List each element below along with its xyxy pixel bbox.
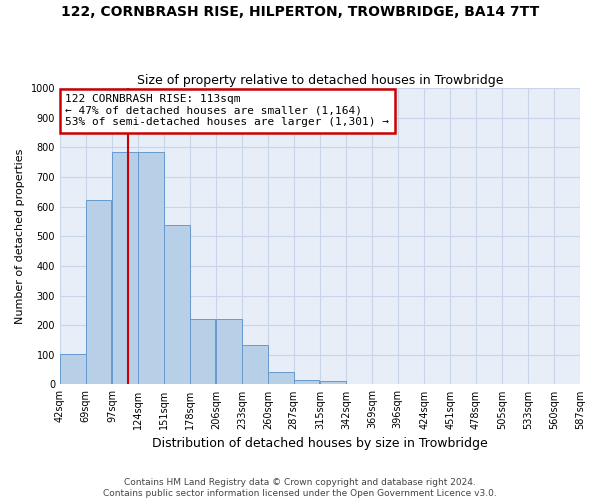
- Bar: [294, 380, 319, 384]
- Bar: [190, 320, 215, 384]
- Bar: [217, 320, 242, 384]
- Bar: [164, 225, 190, 384]
- Bar: [86, 200, 112, 384]
- Text: Contains HM Land Registry data © Crown copyright and database right 2024.
Contai: Contains HM Land Registry data © Crown c…: [103, 478, 497, 498]
- X-axis label: Distribution of detached houses by size in Trowbridge: Distribution of detached houses by size …: [152, 437, 488, 450]
- Title: Size of property relative to detached houses in Trowbridge: Size of property relative to detached ho…: [137, 74, 503, 87]
- Y-axis label: Number of detached properties: Number of detached properties: [15, 148, 25, 324]
- Text: 122, CORNBRASH RISE, HILPERTON, TROWBRIDGE, BA14 7TT: 122, CORNBRASH RISE, HILPERTON, TROWBRID…: [61, 5, 539, 19]
- Bar: [138, 152, 164, 384]
- Bar: [320, 382, 346, 384]
- Bar: [242, 345, 268, 385]
- Bar: [60, 354, 86, 384]
- Text: 122 CORNBRASH RISE: 113sqm
← 47% of detached houses are smaller (1,164)
53% of s: 122 CORNBRASH RISE: 113sqm ← 47% of deta…: [65, 94, 389, 128]
- Bar: [268, 372, 294, 384]
- Bar: [112, 152, 138, 384]
